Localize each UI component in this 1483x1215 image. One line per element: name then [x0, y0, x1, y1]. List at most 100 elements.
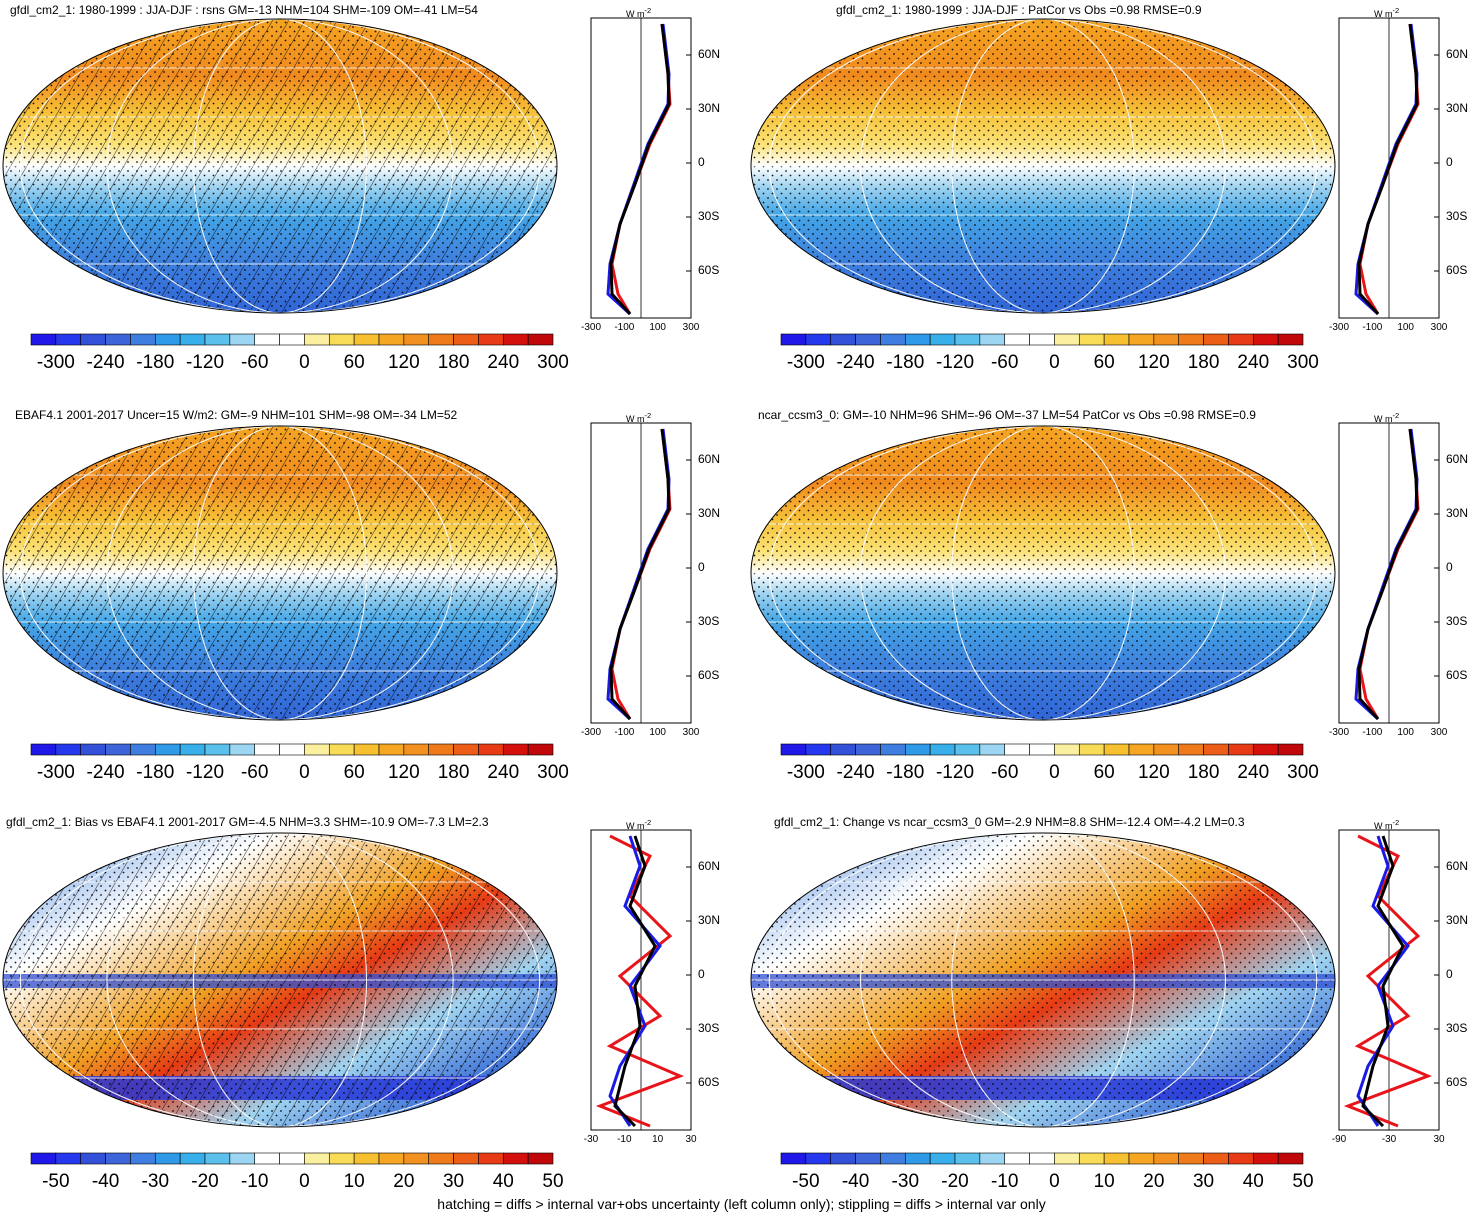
- colorbar-swatch: [1277, 1152, 1304, 1165]
- colorbar-swatch: [30, 333, 57, 346]
- zonal-curve-obs: [1354, 23, 1419, 316]
- zonal-lat-label: 60S: [698, 263, 720, 277]
- zonal-lat-label: 30N: [698, 506, 721, 520]
- colorbar-label: 60: [343, 762, 365, 783]
- colorbar-swatch: [527, 1152, 554, 1165]
- colorbar-label: -30: [891, 1171, 920, 1192]
- colorbar-label: -300: [36, 762, 75, 783]
- colorbar-swatch: [80, 743, 106, 756]
- colorbar-swatch: [1128, 333, 1155, 346]
- colorbar-swatch: [855, 1152, 881, 1165]
- colorbar-label: 50: [1292, 1171, 1314, 1192]
- colorbar-swatch: [229, 743, 256, 756]
- zonal-units-text: W m: [1374, 9, 1393, 19]
- panel-title: ncar_ccsm3_0: GM=-10 NHM=96 SHM=-96 OM=-…: [758, 408, 1256, 422]
- colorbar-swatch: [130, 743, 156, 756]
- zonal-x-label: 300: [682, 727, 700, 738]
- zonal-curve-obs: [1356, 835, 1410, 1127]
- colorbar-swatch: [1054, 1152, 1080, 1165]
- colorbar-swatch: [1252, 333, 1279, 346]
- map-plot: [2, 18, 558, 314]
- colorbar-label: -180: [886, 762, 925, 783]
- colorbar-label: -300: [786, 762, 825, 783]
- graticule-meridian: [19, 426, 541, 720]
- colorbar-swatch: [805, 1152, 832, 1165]
- colorbar-swatch: [502, 333, 529, 346]
- zonal-lat-label: 0: [698, 967, 705, 981]
- colorbar-swatch: [55, 743, 82, 756]
- colorbar-label: 120: [387, 352, 420, 373]
- zonal-mean-plot: [1338, 422, 1440, 724]
- colorbar-swatch: [1178, 743, 1204, 756]
- colorbar-label: -20: [191, 1171, 219, 1192]
- zonal-lat-label: 0: [698, 560, 705, 574]
- colorbar-swatch: [428, 333, 454, 346]
- colorbar-swatch: [1078, 743, 1105, 756]
- zonal-units: W m-2: [1374, 6, 1399, 19]
- zonal-lat-label: 60S: [1446, 668, 1468, 682]
- colorbar-label: -240: [86, 352, 125, 373]
- colorbar-swatch: [254, 1152, 280, 1165]
- colorbar-swatch: [80, 333, 106, 346]
- zonal-x-label: 30: [685, 1134, 697, 1145]
- graticule-meridian: [951, 19, 1135, 313]
- colorbar-swatch: [1228, 743, 1254, 756]
- zonal-units: W m-2: [626, 411, 651, 424]
- colorbar-label: 10: [343, 1171, 365, 1192]
- colorbar-label: 0: [1049, 1171, 1060, 1192]
- colorbar-label: 300: [1287, 762, 1319, 783]
- colorbar-swatch: [105, 1152, 131, 1165]
- colorbar-label: 240: [487, 762, 520, 783]
- zonal-units-exponent: -2: [1392, 6, 1400, 15]
- colorbar-swatch: [1128, 743, 1155, 756]
- colorbar-swatch: [204, 743, 231, 756]
- map-outline: [750, 425, 1336, 721]
- colorbar-label: 30: [1192, 1171, 1215, 1192]
- colorbar-label: -240: [836, 762, 875, 783]
- zonal-units-exponent: -2: [1392, 818, 1400, 827]
- colorbar-swatch: [130, 333, 156, 346]
- colorbar-swatch: [154, 1152, 181, 1165]
- zonal-x-label: -300: [580, 322, 602, 333]
- zonal-lat-label: 0: [1446, 967, 1453, 981]
- colorbar-swatch: [1078, 333, 1105, 346]
- zonal-curve-ref: [1357, 23, 1419, 316]
- map-outline: [750, 832, 1336, 1128]
- colorbar-label: 60: [1093, 762, 1115, 783]
- colorbar-label: -50: [792, 1171, 820, 1192]
- zonal-curve-obs: [608, 835, 662, 1127]
- map-outline: [2, 18, 558, 314]
- zonal-units-exponent: -2: [644, 411, 652, 420]
- graticule-meridian: [192, 833, 368, 1127]
- colorbar-swatch: [378, 743, 405, 756]
- colorbar-swatch: [1004, 333, 1030, 346]
- zonal-lat-label: 30N: [1446, 101, 1469, 115]
- zonal-lat-label: 60N: [1446, 47, 1469, 61]
- zonal-x-label: 100: [649, 727, 666, 738]
- colorbar-swatch: [855, 743, 881, 756]
- graticule-meridian: [19, 833, 541, 1127]
- colorbar-swatch: [1128, 1152, 1155, 1165]
- colorbar-swatch: [1004, 1152, 1030, 1165]
- colorbar-label: -120: [185, 352, 225, 373]
- zonal-x-label: 300: [1430, 322, 1448, 333]
- zonal-lat-label: 30S: [1446, 614, 1468, 628]
- colorbar-label: 0: [299, 762, 310, 783]
- colorbar: [30, 743, 554, 756]
- zonal-lat-label: 30S: [698, 614, 720, 628]
- colorbar-label: -10: [990, 1171, 1019, 1192]
- colorbar-swatch: [904, 1152, 931, 1165]
- graticule-meridian: [768, 19, 1318, 313]
- colorbar: [780, 333, 1304, 346]
- colorbar-swatch: [1203, 1152, 1229, 1165]
- zonal-mean-plot: [1338, 829, 1440, 1131]
- colorbar-swatch: [805, 743, 832, 756]
- zonal-curve-ref: [609, 428, 671, 721]
- zonal-lat-label: 60N: [698, 859, 721, 873]
- colorbar: [780, 1152, 1304, 1165]
- colorbar-swatch: [855, 333, 881, 346]
- graticule-meridian: [768, 833, 1318, 1127]
- colorbar-swatch: [254, 743, 280, 756]
- colorbar-swatch: [1029, 333, 1055, 346]
- graticule-meridian: [106, 19, 454, 313]
